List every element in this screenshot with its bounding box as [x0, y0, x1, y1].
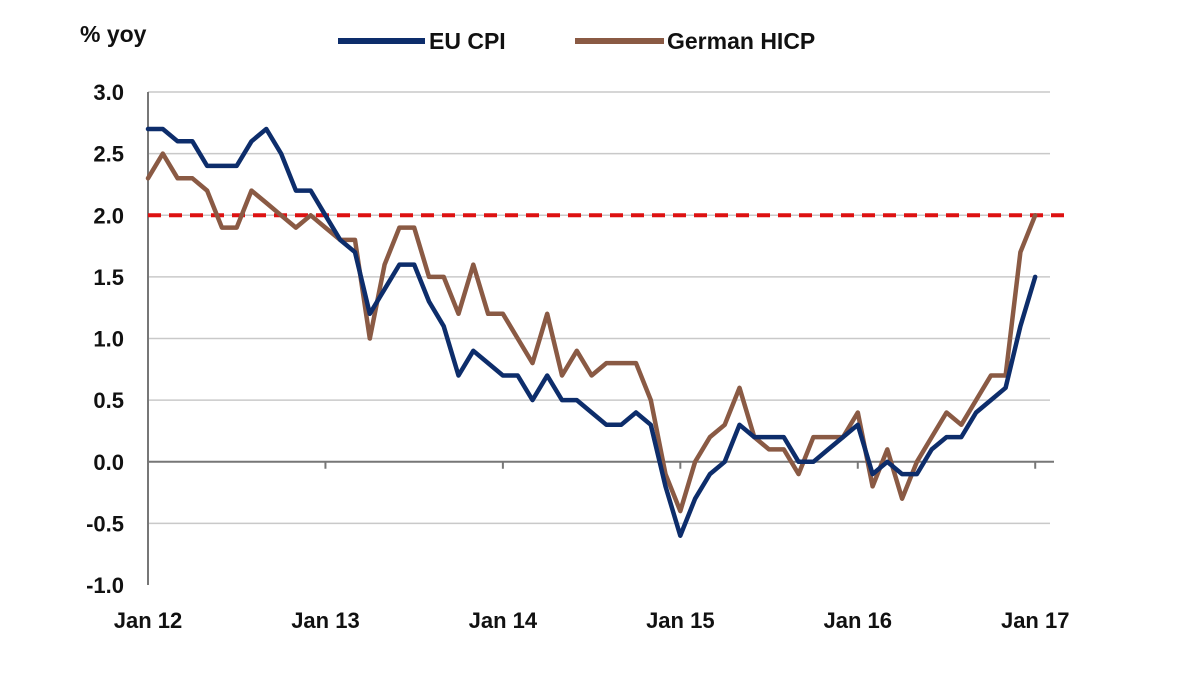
- legend: EU CPI German HICP: [338, 28, 815, 54]
- series-line-german-hicp: [145, 151, 1038, 514]
- y-tick-label: -1.0: [86, 573, 124, 598]
- x-tick-label: Jan 13: [291, 608, 360, 633]
- x-tick-label: Jan 14: [469, 608, 538, 633]
- x-tick-label: Jan 16: [824, 608, 893, 633]
- y-tick-label: 2.5: [93, 142, 124, 167]
- y-tick-label: 0.5: [93, 388, 124, 413]
- x-tick-label: Jan 15: [646, 608, 715, 633]
- y-tick-label: 3.0: [93, 80, 124, 105]
- y-tick-label: -0.5: [86, 511, 124, 536]
- x-tick-labels: Jan 12 Jan 13 Jan 14 Jan 15 Jan 16 Jan 17: [114, 608, 1070, 633]
- x-tick-label: Jan 12: [114, 608, 183, 633]
- series-layer: [145, 126, 1038, 538]
- x-tick-label: Jan 17: [1001, 608, 1070, 633]
- legend-label-eu-cpi: EU CPI: [429, 28, 506, 54]
- y-tick-label: 1.5: [93, 265, 124, 290]
- y-tick-label: 2.0: [93, 203, 124, 228]
- series-line-eu-cpi: [145, 126, 1038, 538]
- y-tick-label: 0.0: [93, 450, 124, 475]
- y-tick-labels: 3.0 2.5 2.0 1.5 1.0 0.5 0.0 -0.5 -1.0: [86, 80, 124, 598]
- y-tick-label: 1.0: [93, 327, 124, 352]
- legend-label-german-hicp: German HICP: [667, 28, 815, 54]
- y-axis-unit-label: % yoy: [80, 21, 147, 47]
